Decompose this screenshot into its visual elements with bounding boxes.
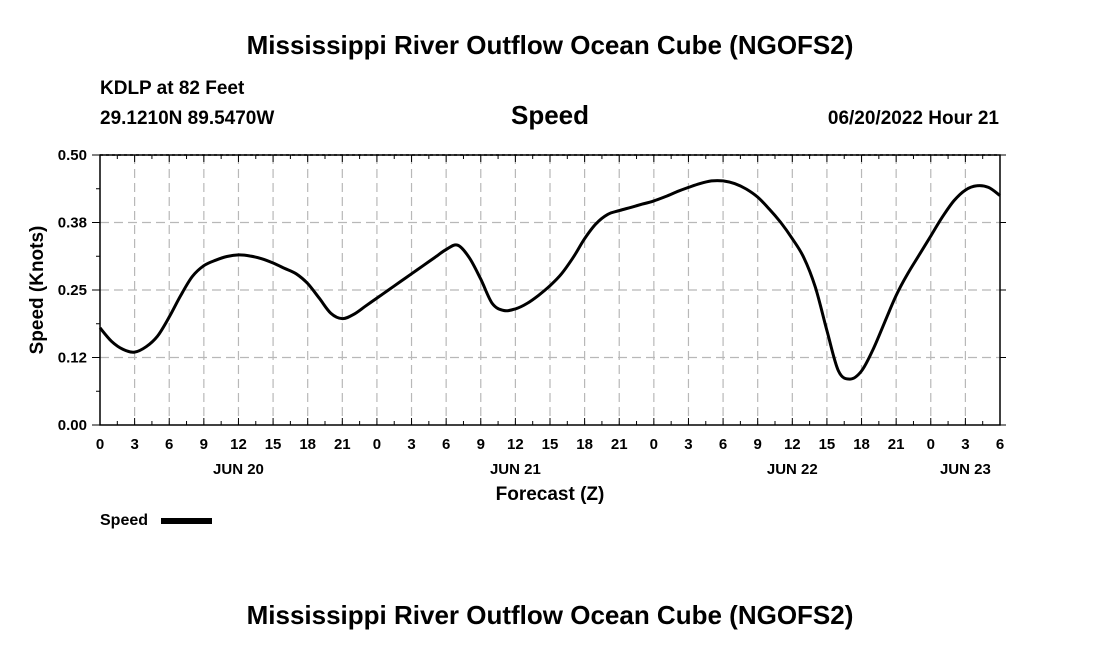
x-tick-label: 21 [334,436,351,453]
legend-label: Speed [100,512,148,529]
x-tick-label: 6 [165,436,173,453]
x-tick-label: 9 [477,436,485,453]
x-tick-label: 0 [650,436,658,453]
x-tick-label: 12 [230,436,247,453]
x-tick-label: 18 [299,436,316,453]
x-tick-label: 6 [442,436,450,453]
y-tick-label: 0.00 [58,417,87,434]
y-tick-label: 0.38 [58,215,87,232]
x-tick-label: 6 [719,436,727,453]
variable-label: Speed [511,100,589,130]
tick-labels: 0 3 6 9 12 15 18 21 0 3 6 9 12 15 18 21 0 3 6 9 12 15 18 21 0 3 6 0… [58,147,1004,478]
x-tick-label: 18 [853,436,870,453]
plot-frame [99,154,1001,426]
x-tick-label: 12 [784,436,801,453]
x-tick-label: 3 [407,436,415,453]
date-label: JUN 22 [767,461,818,478]
coordinates-label: 29.1210N 89.5470W [100,108,274,129]
datetime-label: 06/20/2022 Hour 21 [828,108,1000,129]
x-tick-label: 21 [888,436,905,453]
x-axis-label: Forecast (Z) [496,484,605,505]
x-tick-label: 9 [754,436,762,453]
x-tick-label: 18 [576,436,593,453]
x-tick-label: 15 [819,436,836,453]
x-tick-label: 6 [996,436,1004,453]
footer-title: Mississippi River Outflow Ocean Cube (NG… [247,600,854,630]
date-label: JUN 23 [940,461,991,478]
x-tick-label: 3 [961,436,969,453]
x-tick-label: 15 [542,436,559,453]
x-tick-label: 3 [130,436,138,453]
x-tick-label: 3 [684,436,692,453]
x-tick-label: 15 [265,436,282,453]
y-tick-label: 0.25 [58,282,87,299]
legend: Speed [100,512,212,529]
y-tick-label: 0.12 [58,350,87,367]
x-tick-label: 21 [611,436,628,453]
x-tick-label: 0 [373,436,381,453]
date-label: JUN 20 [213,461,264,478]
date-label: JUN 21 [490,461,541,478]
x-tick-label: 9 [200,436,208,453]
x-tick-label: 0 [927,436,935,453]
y-tick-label: 0.50 [58,147,87,164]
station-label: KDLP at 82 Feet [100,78,245,99]
x-tick-label: 12 [507,436,524,453]
speed-series-line [98,179,1001,381]
chart-title: Mississippi River Outflow Ocean Cube (NG… [247,30,854,60]
y-axis-label: Speed (Knots) [27,226,48,355]
x-tick-label: 0 [96,436,104,453]
grid-lines [100,154,1000,425]
